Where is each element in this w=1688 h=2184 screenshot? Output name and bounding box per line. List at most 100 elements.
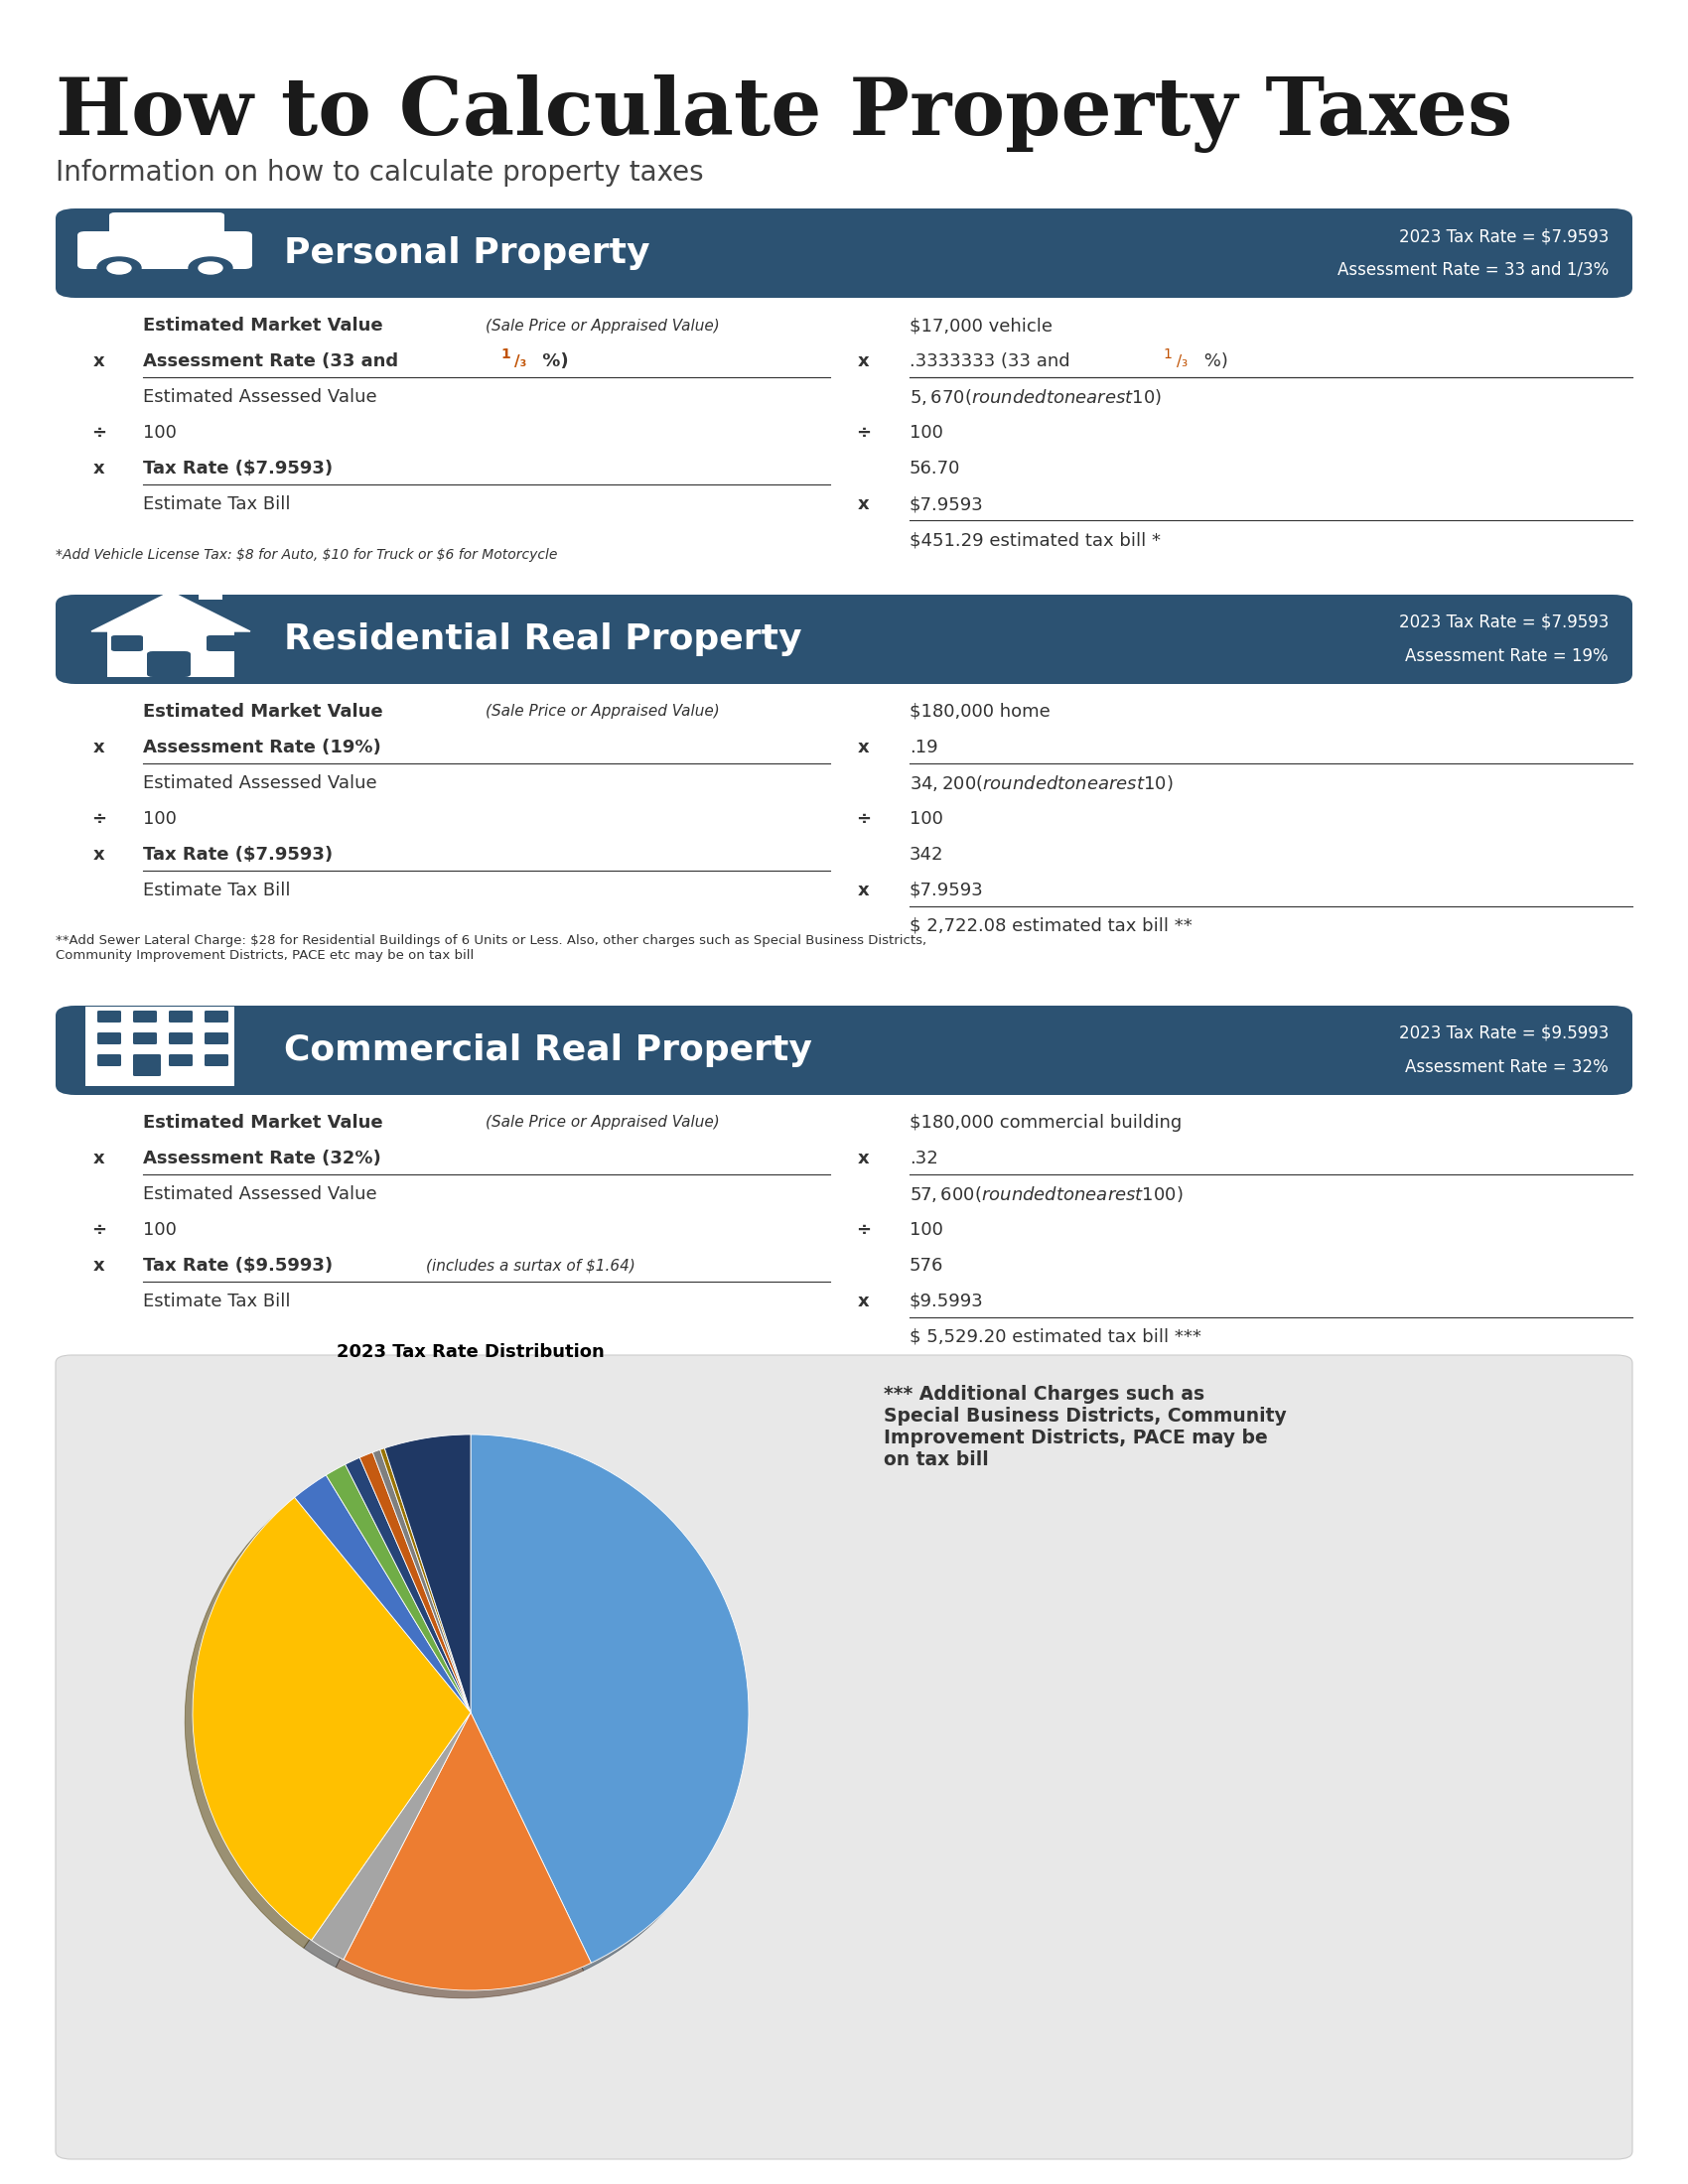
Text: 100: 100 bbox=[143, 424, 177, 441]
Text: ÷: ÷ bbox=[856, 424, 871, 441]
Text: Estimated Market Value: Estimated Market Value bbox=[143, 1114, 390, 1131]
Text: Estimated Assessed Value: Estimated Assessed Value bbox=[143, 1186, 376, 1203]
Text: Estimated Market Value: Estimated Market Value bbox=[143, 317, 390, 334]
FancyBboxPatch shape bbox=[110, 212, 225, 240]
FancyBboxPatch shape bbox=[133, 1055, 160, 1077]
Text: x: x bbox=[858, 1293, 869, 1310]
Text: 56.70: 56.70 bbox=[910, 459, 960, 478]
Text: 576: 576 bbox=[910, 1256, 944, 1275]
Text: x: x bbox=[93, 845, 105, 863]
Text: $ 2,722.08 estimated tax bill **: $ 2,722.08 estimated tax bill ** bbox=[910, 917, 1192, 935]
Text: .3333333 (33 and: .3333333 (33 and bbox=[910, 352, 1075, 371]
Wedge shape bbox=[295, 1474, 471, 1712]
FancyBboxPatch shape bbox=[133, 1033, 157, 1044]
Text: Estimate Tax Bill: Estimate Tax Bill bbox=[143, 1293, 290, 1310]
Text: 342: 342 bbox=[910, 845, 944, 863]
FancyBboxPatch shape bbox=[78, 232, 252, 269]
Text: 1: 1 bbox=[500, 347, 510, 360]
Text: 1: 1 bbox=[1163, 347, 1171, 360]
Polygon shape bbox=[91, 592, 250, 631]
FancyBboxPatch shape bbox=[98, 1055, 122, 1066]
Text: Estimate Tax Bill: Estimate Tax Bill bbox=[143, 882, 290, 900]
Text: 100: 100 bbox=[910, 424, 944, 441]
Text: $180,000 commercial building: $180,000 commercial building bbox=[910, 1114, 1182, 1131]
Text: **Add Sewer Lateral Charge: $28 for Residential Buildings of 6 Units or Less. Al: **Add Sewer Lateral Charge: $28 for Resi… bbox=[56, 935, 927, 961]
FancyBboxPatch shape bbox=[98, 1033, 122, 1044]
Text: Estimated Assessed Value: Estimated Assessed Value bbox=[143, 389, 376, 406]
Text: Assessment Rate (19%): Assessment Rate (19%) bbox=[143, 738, 381, 756]
Text: (Sale Price or Appraised Value): (Sale Price or Appraised Value) bbox=[486, 319, 719, 332]
Wedge shape bbox=[373, 1450, 471, 1712]
Wedge shape bbox=[385, 1435, 471, 1712]
FancyBboxPatch shape bbox=[56, 1005, 1632, 1094]
Text: Commercial Real Property: Commercial Real Property bbox=[284, 1033, 812, 1068]
Text: How to Calculate Property Taxes: How to Calculate Property Taxes bbox=[56, 74, 1512, 153]
FancyBboxPatch shape bbox=[56, 1354, 1632, 2160]
FancyBboxPatch shape bbox=[199, 579, 223, 601]
FancyBboxPatch shape bbox=[204, 1055, 228, 1066]
Text: x: x bbox=[858, 738, 869, 756]
Wedge shape bbox=[343, 1712, 591, 1990]
Text: 100: 100 bbox=[143, 1221, 177, 1238]
Wedge shape bbox=[192, 1498, 471, 1939]
Text: %): %) bbox=[1198, 352, 1229, 371]
Text: $ 57,600 (rounded to nearest $100): $ 57,600 (rounded to nearest $100) bbox=[910, 1184, 1183, 1203]
Text: *** Additional Charges such as
Special Business Districts, Community
Improvement: *** Additional Charges such as Special B… bbox=[885, 1385, 1286, 1470]
Text: x: x bbox=[858, 496, 869, 513]
Text: Assessment Rate = 32%: Assessment Rate = 32% bbox=[1404, 1059, 1609, 1077]
Text: x: x bbox=[858, 882, 869, 900]
Text: 100: 100 bbox=[910, 1221, 944, 1238]
Text: Assessment Rate = 19%: Assessment Rate = 19% bbox=[1406, 646, 1609, 666]
FancyBboxPatch shape bbox=[147, 651, 191, 677]
Text: Tax Rate ($7.9593): Tax Rate ($7.9593) bbox=[143, 845, 333, 863]
Text: Estimated Assessed Value: Estimated Assessed Value bbox=[143, 775, 376, 793]
Text: Residential Real Property: Residential Real Property bbox=[284, 622, 802, 655]
Text: x: x bbox=[858, 352, 869, 371]
Wedge shape bbox=[346, 1457, 471, 1712]
FancyBboxPatch shape bbox=[111, 636, 143, 651]
Text: (includes a surtax of $1.64): (includes a surtax of $1.64) bbox=[425, 1258, 635, 1273]
Wedge shape bbox=[360, 1452, 471, 1712]
FancyBboxPatch shape bbox=[86, 1007, 235, 1085]
Text: /₃: /₃ bbox=[1177, 354, 1188, 369]
Text: Tax Rate ($7.9593): Tax Rate ($7.9593) bbox=[143, 459, 333, 478]
Text: /₃: /₃ bbox=[515, 354, 527, 369]
Text: Assessment Rate = 33 and 1/3%: Assessment Rate = 33 and 1/3% bbox=[1337, 262, 1609, 280]
FancyBboxPatch shape bbox=[204, 1033, 228, 1044]
FancyBboxPatch shape bbox=[56, 594, 1632, 684]
Wedge shape bbox=[326, 1465, 471, 1712]
Text: 100: 100 bbox=[910, 810, 944, 828]
Text: $7.9593: $7.9593 bbox=[910, 882, 984, 900]
Text: x: x bbox=[858, 1149, 869, 1168]
Text: x: x bbox=[93, 1256, 105, 1275]
Text: Assessment Rate (33 and: Assessment Rate (33 and bbox=[143, 352, 405, 371]
Text: Estimated Market Value: Estimated Market Value bbox=[143, 703, 390, 721]
Text: $17,000 vehicle: $17,000 vehicle bbox=[910, 317, 1053, 334]
Title: 2023 Tax Rate Distribution: 2023 Tax Rate Distribution bbox=[336, 1343, 604, 1361]
Wedge shape bbox=[471, 1435, 749, 1963]
FancyBboxPatch shape bbox=[133, 1011, 157, 1022]
Text: $7.9593: $7.9593 bbox=[910, 496, 984, 513]
FancyBboxPatch shape bbox=[169, 1055, 192, 1066]
Text: $180,000 home: $180,000 home bbox=[910, 703, 1050, 721]
Text: $ 34,200 (rounded to nearest $10): $ 34,200 (rounded to nearest $10) bbox=[910, 773, 1173, 793]
Text: (Sale Price or Appraised Value): (Sale Price or Appraised Value) bbox=[486, 1116, 719, 1131]
Text: x: x bbox=[93, 738, 105, 756]
Text: (Sale Price or Appraised Value): (Sale Price or Appraised Value) bbox=[486, 703, 719, 719]
Text: ÷: ÷ bbox=[91, 424, 106, 441]
Wedge shape bbox=[380, 1448, 471, 1712]
Text: 2023 Tax Rate = $7.9593: 2023 Tax Rate = $7.9593 bbox=[1399, 227, 1609, 245]
Text: *Add Vehicle License Tax: $8 for Auto, $10 for Truck or $6 for Motorcycle: *Add Vehicle License Tax: $8 for Auto, $… bbox=[56, 548, 557, 561]
Circle shape bbox=[199, 262, 223, 273]
Text: $9.5993: $9.5993 bbox=[910, 1293, 984, 1310]
Text: Assessment Rate (32%): Assessment Rate (32%) bbox=[143, 1149, 381, 1168]
Text: $ 5,529.20 estimated tax bill ***: $ 5,529.20 estimated tax bill *** bbox=[910, 1328, 1202, 1345]
Text: x: x bbox=[93, 459, 105, 478]
Text: ÷: ÷ bbox=[856, 1221, 871, 1238]
Text: ÷: ÷ bbox=[856, 810, 871, 828]
Text: Tax Rate ($9.5993): Tax Rate ($9.5993) bbox=[143, 1256, 339, 1275]
Text: Estimate Tax Bill: Estimate Tax Bill bbox=[143, 496, 290, 513]
Text: ÷: ÷ bbox=[91, 810, 106, 828]
Text: .19: .19 bbox=[910, 738, 939, 756]
Circle shape bbox=[108, 262, 132, 273]
